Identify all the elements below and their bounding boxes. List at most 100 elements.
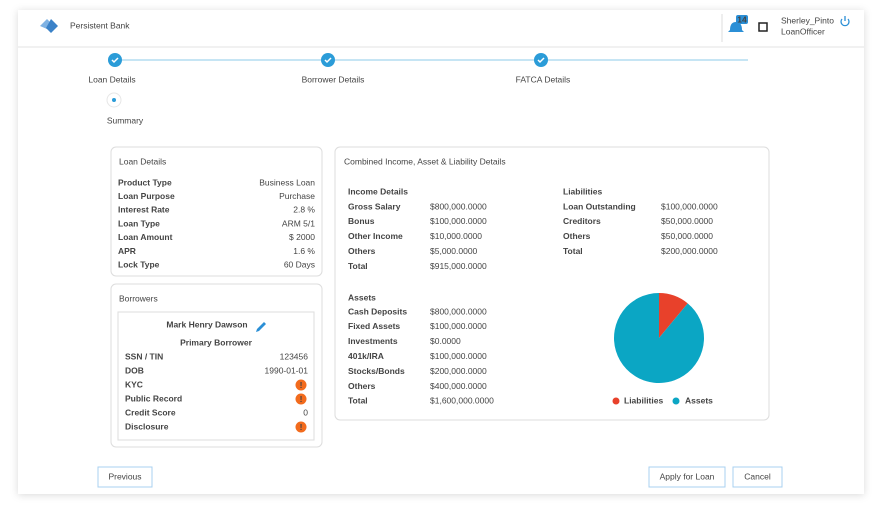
power-icon[interactable]: [840, 16, 850, 27]
edit-icon[interactable]: [256, 322, 266, 332]
user-role: LoanOfficer: [781, 26, 825, 36]
card-title: Borrowers: [119, 293, 158, 303]
row-value: $100,000.0000: [661, 201, 718, 211]
row-label: Lock Type: [118, 259, 160, 269]
row-value: $100,000.0000: [430, 321, 487, 331]
legend-swatch: [672, 397, 680, 405]
row-label: Others: [563, 231, 591, 241]
bell-icon[interactable]: [728, 22, 744, 32]
warning-mark: !: [300, 394, 303, 404]
legend-label: Assets: [685, 395, 713, 405]
borrower-role: Primary Borrower: [180, 337, 252, 347]
button-label[interactable]: Previous: [108, 471, 141, 481]
row-label: Others: [348, 246, 376, 256]
pie-slice: [659, 293, 688, 338]
row-label: Other Income: [348, 231, 403, 241]
row-value: 1.6 %: [293, 246, 315, 256]
row-label: Others: [348, 381, 376, 391]
row-value: 0: [303, 407, 308, 417]
row-label: Disclosure: [125, 421, 169, 431]
row-value: $100,000.0000: [430, 351, 487, 361]
brand: Persistent Bank: [70, 20, 130, 30]
row-value: $1,600,000.0000: [430, 396, 494, 406]
row-value: $50,000.0000: [661, 231, 713, 241]
row-label: Cash Deposits: [348, 306, 407, 316]
row-label: Stocks/Bonds: [348, 366, 405, 376]
row-label: Total: [348, 396, 368, 406]
loan-details-card: [110, 146, 323, 277]
pie-slice: [614, 293, 704, 383]
row-label: KYC: [125, 379, 143, 389]
row-label: Loan Type: [118, 218, 160, 228]
apply-button[interactable]: [648, 466, 726, 488]
borrower-box: [117, 311, 315, 441]
user-name: Sherley_Pinto: [781, 15, 834, 25]
row-value: Business Loan: [259, 177, 315, 187]
row-label: Gross Salary: [348, 201, 401, 211]
cancel-button[interactable]: [732, 466, 783, 488]
legend-label: Liabilities: [624, 395, 663, 405]
legend-swatch: [612, 397, 620, 405]
row-label: Total: [348, 261, 368, 271]
row-value: $400,000.0000: [430, 381, 487, 391]
step-label[interactable]: Loan Details: [88, 74, 135, 84]
row-value: $10,000.0000: [430, 231, 482, 241]
row-label: Bonus: [348, 216, 375, 226]
borrower-name: Mark Henry Dawson: [166, 319, 247, 329]
row-label: Loan Purpose: [118, 191, 175, 201]
row-label: DOB: [125, 365, 144, 375]
step-label[interactable]: FATCA Details: [516, 74, 571, 84]
step-label[interactable]: Summary: [107, 115, 144, 125]
profile-icon[interactable]: [758, 22, 768, 32]
row-label: Public Record: [125, 393, 182, 403]
row-label: Product Type: [118, 177, 172, 187]
row-value: $0.0000: [430, 336, 461, 346]
card-title: Combined Income, Asset & Liability Detai…: [344, 156, 506, 166]
row-value: 123456: [280, 351, 309, 361]
warning-mark: !: [300, 380, 303, 390]
row-label: Loan Amount: [118, 232, 173, 242]
section-title: Income Details: [348, 186, 408, 196]
row-label: Creditors: [563, 216, 601, 226]
row-label: Interest Rate: [118, 205, 170, 215]
row-value: ARM 5/1: [282, 218, 315, 228]
row-value: $50,000.0000: [661, 216, 713, 226]
section-title: Liabilities: [563, 186, 602, 196]
warning-icon: [295, 421, 307, 433]
row-label: Loan Outstanding: [563, 201, 636, 211]
row-value: 1990-01-01: [265, 365, 309, 375]
button-label[interactable]: Cancel: [744, 471, 771, 481]
button-label[interactable]: Apply for Loan: [660, 471, 715, 481]
row-value: $915,000.0000: [430, 261, 487, 271]
previous-button[interactable]: [97, 466, 153, 488]
row-value: 2.8 %: [293, 205, 315, 215]
row-value: $ 2000: [289, 232, 315, 242]
row-value: $5,000.0000: [430, 246, 478, 256]
row-value: 60 Days: [284, 259, 315, 269]
warning-mark: !: [300, 422, 303, 432]
card-title: Loan Details: [119, 156, 166, 166]
step-label[interactable]: Borrower Details: [302, 74, 365, 84]
row-value: $200,000.0000: [661, 246, 718, 256]
row-label: APR: [118, 246, 136, 256]
row-label: Investments: [348, 336, 398, 346]
notification-badge: [736, 15, 748, 24]
row-label: 401k/IRA: [348, 351, 384, 361]
section-title: Assets: [348, 292, 376, 302]
row-label: Credit Score: [125, 407, 176, 417]
row-value: $100,000.0000: [430, 216, 487, 226]
step-icons: [106, 53, 548, 108]
row-value: Purchase: [279, 191, 315, 201]
row-value: $200,000.0000: [430, 366, 487, 376]
warning-icon: [295, 393, 307, 405]
row-label: SSN / TIN: [125, 351, 163, 361]
row-label: Total: [563, 246, 583, 256]
logo: [40, 19, 58, 33]
warning-icon: [295, 379, 307, 391]
row-label: Fixed Assets: [348, 321, 400, 331]
row-value: $800,000.0000: [430, 306, 487, 316]
badge-count: 14: [737, 14, 747, 24]
row-value: $800,000.0000: [430, 201, 487, 211]
